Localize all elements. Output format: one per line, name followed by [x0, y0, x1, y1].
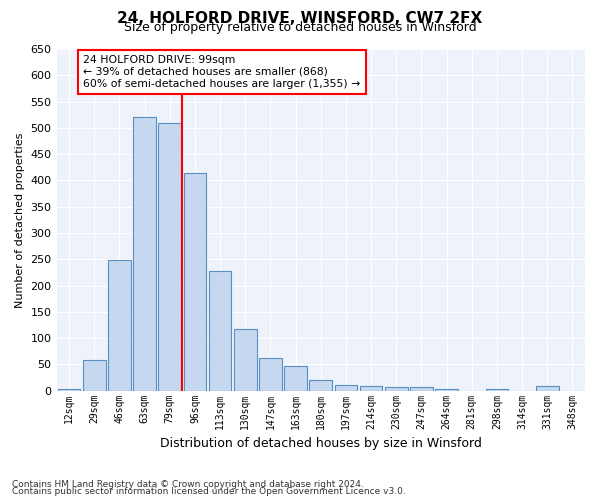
Text: 24, HOLFORD DRIVE, WINSFORD, CW7 2FX: 24, HOLFORD DRIVE, WINSFORD, CW7 2FX: [118, 11, 482, 26]
Bar: [310, 380, 332, 390]
Text: 24 HOLFORD DRIVE: 99sqm
← 39% of detached houses are smaller (868)
60% of semi-d: 24 HOLFORD DRIVE: 99sqm ← 39% of detache…: [83, 56, 360, 88]
Bar: [435, 389, 458, 390]
Bar: [83, 360, 106, 390]
Bar: [385, 387, 407, 390]
Bar: [58, 389, 80, 390]
Text: Size of property relative to detached houses in Winsford: Size of property relative to detached ho…: [124, 22, 476, 35]
Bar: [536, 386, 559, 390]
Bar: [335, 386, 357, 390]
Text: Contains public sector information licensed under the Open Government Licence v3: Contains public sector information licen…: [12, 487, 406, 496]
Y-axis label: Number of detached properties: Number of detached properties: [15, 132, 25, 308]
Bar: [209, 271, 232, 390]
Text: Contains HM Land Registry data © Crown copyright and database right 2024.: Contains HM Land Registry data © Crown c…: [12, 480, 364, 489]
Bar: [259, 358, 282, 390]
Bar: [108, 260, 131, 390]
Bar: [234, 329, 257, 390]
Bar: [360, 386, 382, 390]
Bar: [485, 388, 508, 390]
Bar: [133, 117, 156, 390]
X-axis label: Distribution of detached houses by size in Winsford: Distribution of detached houses by size …: [160, 437, 482, 450]
Bar: [184, 172, 206, 390]
Bar: [410, 388, 433, 390]
Bar: [158, 122, 181, 390]
Bar: [284, 366, 307, 390]
